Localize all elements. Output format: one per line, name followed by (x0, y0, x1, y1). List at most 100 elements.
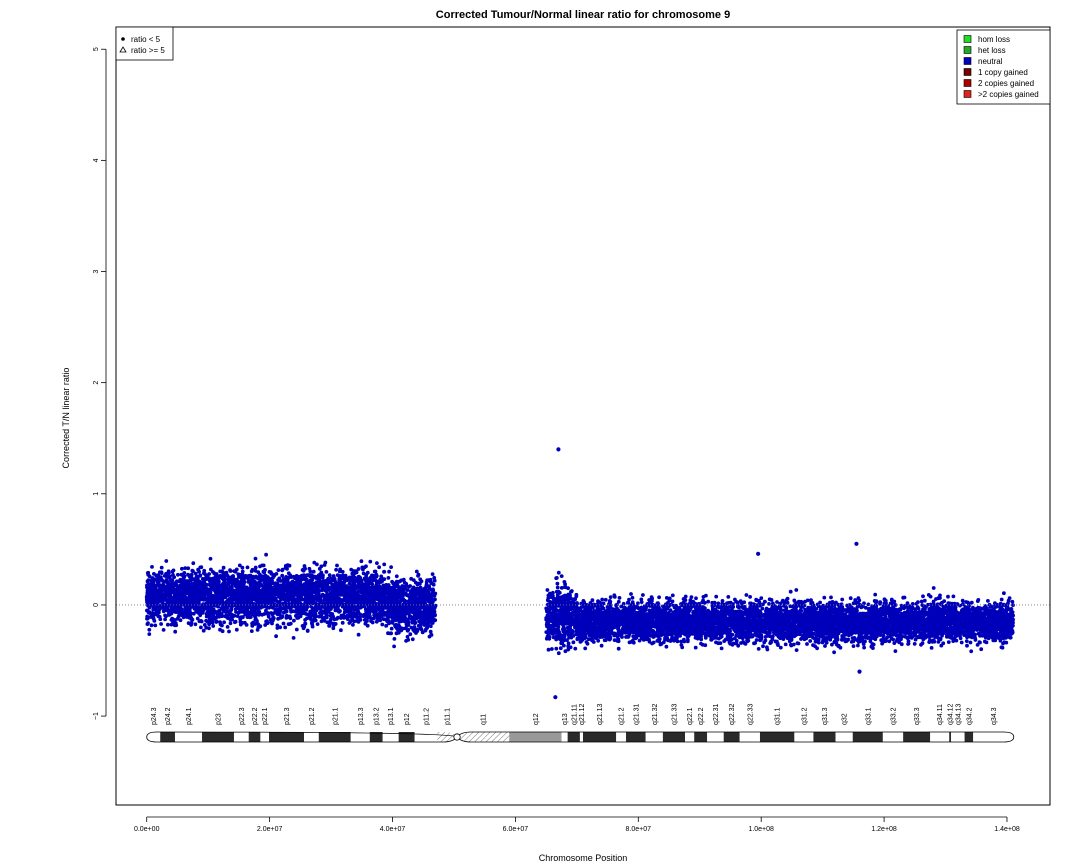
band-label: p22.1 (262, 707, 269, 725)
band-p24.1 (174, 732, 203, 742)
band-label: q21.11 (571, 704, 578, 725)
band-p22.2 (248, 732, 261, 742)
band-q34.2 (964, 732, 974, 742)
band-q34.12 (949, 732, 952, 742)
legend-swatch (963, 35, 972, 43)
band-label: p12 (404, 713, 411, 725)
plot-frame (115, 26, 1051, 806)
band-p22.1 (260, 732, 270, 742)
x-tick-label: 6.0e+07 (503, 826, 529, 833)
band-label: p21.2 (309, 707, 316, 725)
color-legend-label: 2 copies gained (978, 79, 1034, 88)
band-q22.2 (694, 732, 708, 742)
band-label: q31.1 (775, 707, 782, 725)
ratio-points (144, 552, 1016, 656)
x-tick-label: 2.0e+07 (257, 826, 283, 833)
band-q22.33 (739, 732, 760, 742)
band-q31.1 (759, 732, 795, 742)
shape-legend-label-0: ratio < 5 (131, 35, 161, 44)
color-legend-label: neutral (978, 57, 1003, 66)
band-label: p23 (216, 713, 223, 725)
outlier-point (854, 541, 859, 546)
ideogram-outline (146, 731, 1015, 743)
x-tick-label: 0.0e+00 (134, 826, 160, 833)
data-points (116, 447, 1050, 700)
band-label: q21.33 (671, 703, 678, 725)
legend-swatch (963, 90, 972, 98)
band-q21.11 (567, 732, 580, 742)
centromere (453, 733, 461, 741)
color-legend-label: 1 copy gained (978, 68, 1028, 77)
outlier-point (556, 447, 561, 452)
band-p21.3 (269, 732, 305, 742)
band-label: q34.3 (991, 707, 998, 725)
band-q21.32 (645, 732, 663, 742)
shape-legend-label-1: ratio >= 5 (131, 46, 165, 55)
axes: 0.0e+00 2.0e+07 4.0e+07 6.0e+07 8.0e+07 1.0e+… (93, 47, 1020, 833)
chromosome-ideogram: p24.3 p24.2 p24.1 p23 p22.3 p22.2 p22.1 p21.3 p2… (145, 703, 1015, 743)
band-label: p11.1 (445, 708, 452, 725)
x-axis-label: Chromosome Position (539, 853, 628, 863)
band-label: q33.2 (891, 707, 898, 725)
legend-swatch (963, 46, 972, 54)
band-q21.33 (662, 732, 686, 742)
band-q12 (509, 732, 562, 742)
legend-swatch (963, 68, 972, 76)
band-label: p13.1 (388, 707, 395, 725)
x-tick-label: 8.0e+07 (626, 826, 652, 833)
band-label: p13.2 (374, 707, 381, 725)
shape-legend: ratio < 5 ratio >= 5 (115, 26, 174, 61)
band-label: q31.2 (801, 707, 808, 725)
band-q22.1 (685, 732, 695, 742)
band-label: q34.13 (955, 703, 962, 725)
y-tick-label: 0 (93, 603, 100, 607)
band-p11.2 (414, 732, 438, 742)
band-q33.3 (903, 732, 931, 742)
y-axis-label: Corrected T/N linear ratio (61, 368, 71, 469)
band-p11.1 (437, 732, 458, 742)
band-label: q12 (533, 713, 540, 725)
band-p12 (398, 732, 415, 742)
shape-legend-box (115, 26, 174, 61)
band-q22.32 (723, 732, 740, 742)
band-q21.31 (626, 732, 646, 742)
band-p24.3 (146, 732, 161, 742)
band-label: q22.31 (713, 703, 720, 725)
y-tick-label: −1 (93, 712, 100, 720)
band-label: q21.2 (619, 707, 626, 725)
x-tick-label: 1.0e+08 (748, 826, 774, 833)
band-label: p21.3 (284, 707, 291, 725)
band-p13.1 (382, 732, 399, 742)
band-p23 (202, 732, 234, 742)
color-legend-label: hom loss (978, 35, 1010, 44)
color-legend-items: hom loss het loss neutral 1 copy gained 2 co… (963, 35, 1039, 99)
band-label: p13.3 (358, 707, 365, 725)
band-q34.3 (973, 732, 1014, 742)
x-tick-label: 4.0e+07 (380, 826, 406, 833)
band-label: q11 (481, 714, 488, 725)
band-q11 (457, 732, 510, 742)
band-q34.13 (951, 732, 965, 742)
band-label: p11.2 (424, 708, 431, 725)
band-q33.2 (882, 732, 904, 742)
band-q34.11 (930, 732, 950, 742)
band-q31.3 (813, 732, 836, 742)
chart-title: Corrected Tumour/Normal linear ratio for… (436, 9, 730, 21)
band-label: p24.1 (186, 707, 193, 725)
band-label: q34.11 (937, 704, 944, 725)
band-label: q21.12 (579, 703, 586, 725)
x-tick-label: 1.4e+08 (994, 826, 1020, 833)
outlier-point (553, 695, 558, 700)
band-label: q21.32 (652, 703, 659, 725)
band-label: q13 (562, 713, 569, 725)
ideogram-mask (145, 731, 157, 743)
outlier-point (857, 669, 862, 674)
band-p21.2 (304, 732, 319, 742)
band-label: q21.31 (633, 703, 640, 725)
band-label: q22.1 (687, 707, 694, 725)
band-label: q33.3 (914, 707, 921, 725)
color-legend-label: het loss (978, 46, 1006, 55)
band-q21.2 (616, 732, 627, 742)
band-label: p22.3 (239, 707, 246, 725)
band-q33.1 (852, 732, 883, 742)
